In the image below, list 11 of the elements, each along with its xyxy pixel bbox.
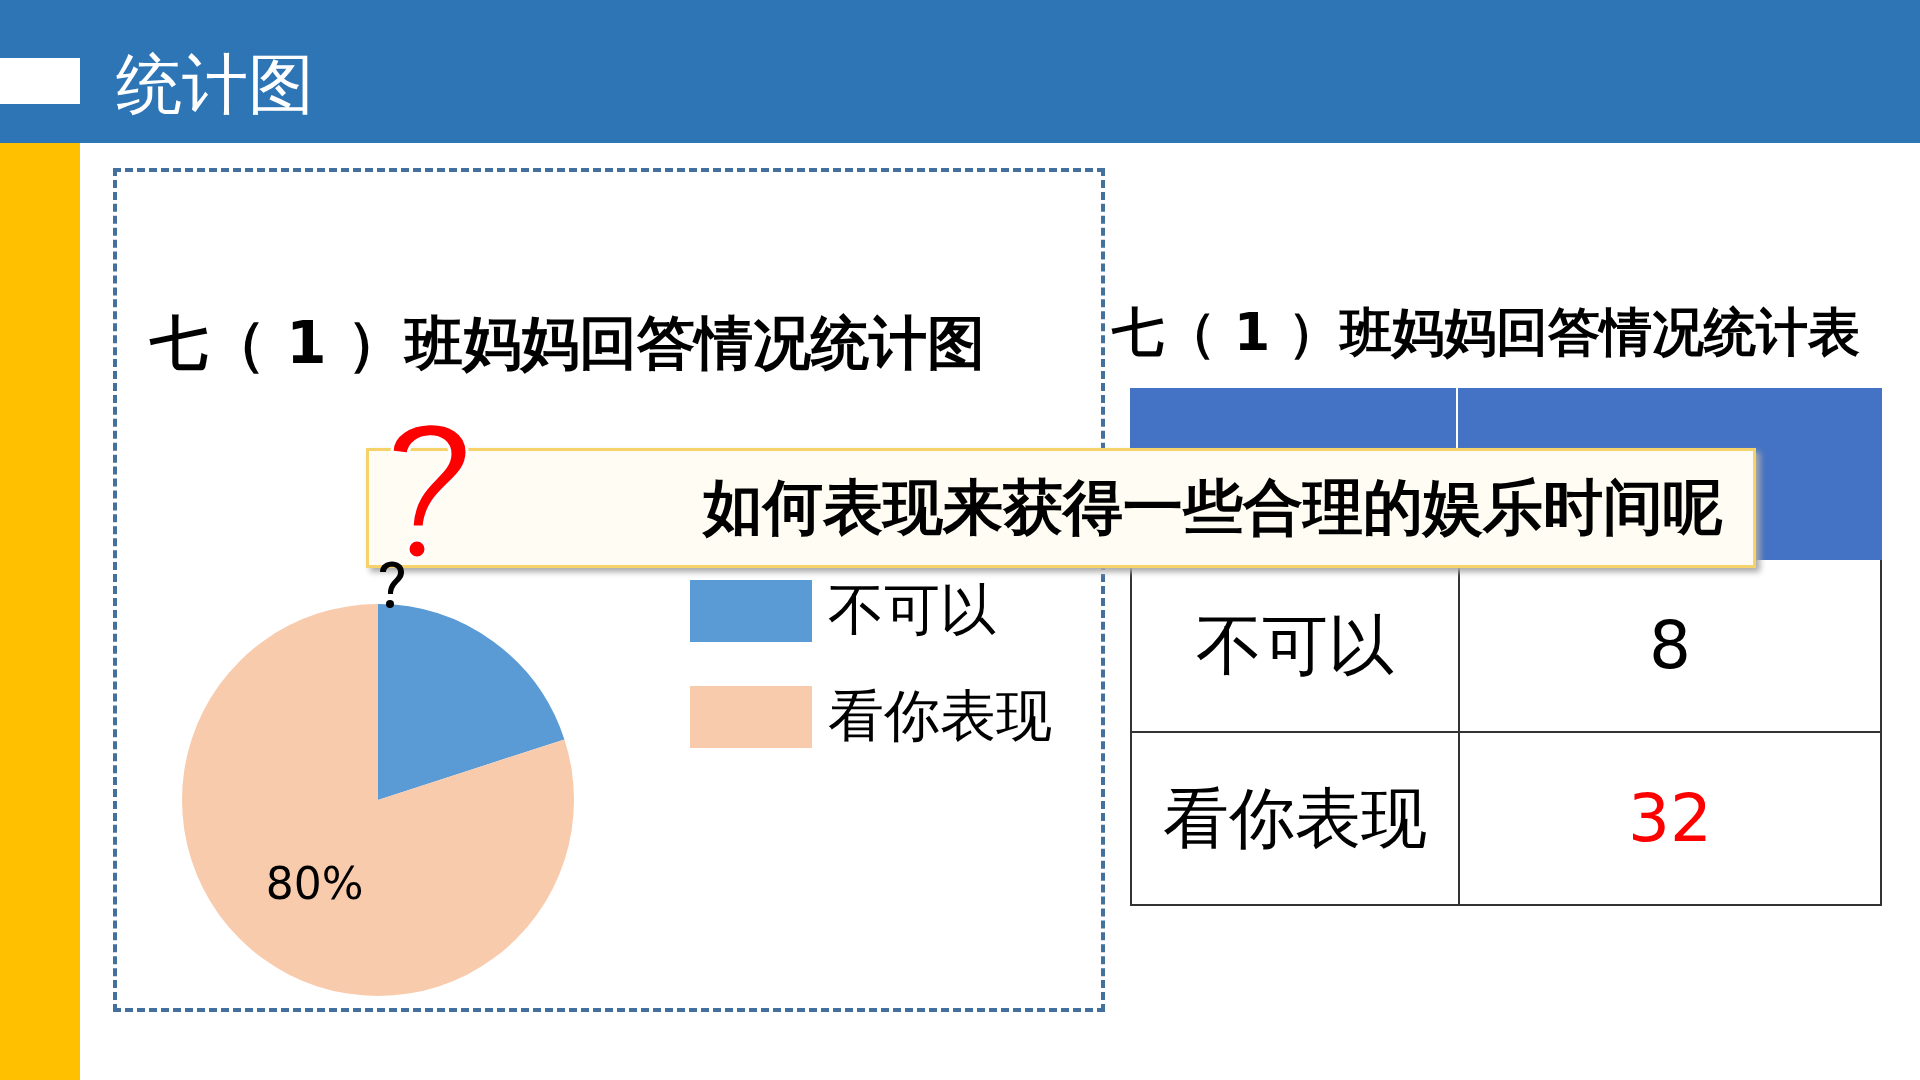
data-label: 32 [1627,779,1713,859]
legend-label: 不可以 [828,576,996,644]
category-label: 不可以 [1132,560,1460,731]
legend-label: 看你表现 [828,682,1052,750]
chart-title: 七（ 1 ）班妈妈回答情况统计图 [150,308,986,379]
category-label: 看你表现 [1132,733,1460,904]
data-label: 80% [265,857,364,909]
text: 如何表现来获得一些合理的娱乐时间呢 [703,470,1723,544]
text: 七（ 1 ）班妈妈回答情况统计表 [1112,301,1862,364]
data-label: 8 [1648,606,1692,686]
text: 统计图 [116,45,314,125]
